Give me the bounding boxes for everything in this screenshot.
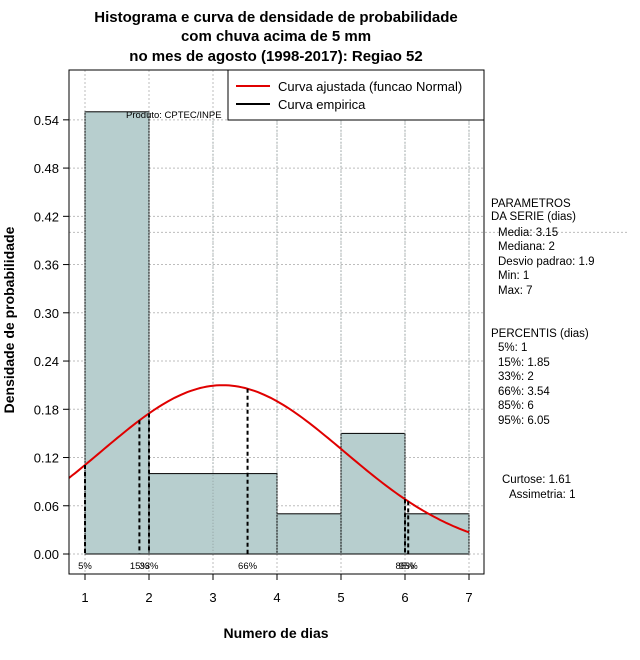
percent-95: 95%: 6.05 (498, 415, 550, 427)
param-media: Media: 3.15 (498, 227, 558, 239)
params-title-1: PARAMETROS (491, 198, 571, 210)
y-axis-label: Densidade de probabilidade (1, 226, 17, 413)
y-tick-label: 0.36 (34, 258, 59, 273)
plot-area: 5% 15%33% 66% 85%95% 1 2 3 4 5 6 7 0.00 0.06 0.12 0.18… (34, 69, 628, 605)
y-tick-label: 0.06 (34, 499, 59, 514)
x-tick-label: 4 (273, 590, 280, 605)
percentile-label: 5% (78, 561, 92, 572)
x-tick-label: 6 (401, 590, 408, 605)
percentile-label: 85% (395, 561, 415, 572)
percent-33: 33%: 2 (498, 371, 534, 383)
param-min: Min: 1 (498, 270, 529, 282)
y-tick-label: 0.00 (34, 547, 59, 562)
param-max: Max: 7 (498, 285, 533, 297)
histogram-bar (404, 513, 470, 555)
x-tick-label: 5 (337, 590, 344, 605)
product-note: Produto: CPTEC/INPE (126, 110, 222, 121)
percent-title: PERCENTIS (dias) (491, 328, 589, 340)
x-tick-label: 3 (209, 590, 216, 605)
y-tick-label: 0.42 (34, 209, 59, 224)
x-tick-label: 2 (145, 590, 152, 605)
assimetria: Assimetria: 1 (509, 489, 575, 501)
percent-5: 5%: 1 (498, 342, 527, 354)
y-tick-label: 0.48 (34, 161, 59, 176)
y-tick-label: 0.18 (34, 402, 59, 417)
percent-15: 15%: 1.85 (498, 357, 550, 369)
chart-title-line-1: Histograma e curva de densidade de proba… (94, 9, 457, 26)
side-panel: PARAMETROS DA SERIE (dias) Media: 3.15 M… (491, 198, 595, 501)
percentile-label: 95% (399, 561, 419, 572)
fit-curve-line (68, 384, 470, 534)
percentile-label: 66% (238, 561, 258, 572)
y-tick-label: 0.24 (34, 354, 59, 369)
chart-title-line-2: com chuva acima de 5 mm (181, 28, 371, 45)
legend-box (227, 69, 485, 121)
legend-entry-fit: Curva ajustada (funcao Normal) (278, 79, 462, 94)
param-mediana: Mediana: 2 (498, 241, 555, 253)
percent-85: 85%: 6 (498, 400, 534, 412)
chart-title-line-3: no mes de agosto (1998-2017): Regiao 52 (129, 48, 422, 65)
legend: Curva ajustada (funcao Normal) Curva emp… (227, 69, 485, 121)
y-tick-label: 0.30 (34, 306, 59, 321)
y-tick-label: 0.54 (34, 113, 59, 128)
curtose: Curtose: 1.61 (502, 474, 571, 486)
x-axis-label: Numero de dias (223, 625, 328, 641)
percent-66: 66%: 3.54 (498, 386, 550, 398)
histogram-bar (276, 513, 342, 555)
params-title-2: DA SERIE (dias) (491, 211, 576, 223)
legend-entry-empirical: Curva empirica (278, 97, 366, 112)
percentile-label: 15% (130, 561, 150, 572)
histogram-bar (84, 111, 150, 555)
x-tick-label: 7 (465, 590, 472, 605)
y-tick-label: 0.12 (34, 451, 59, 466)
percentile-label: 33% (139, 561, 159, 572)
x-tick-label: 1 (81, 590, 88, 605)
param-desvio: Desvio padrao: 1.9 (498, 256, 595, 268)
